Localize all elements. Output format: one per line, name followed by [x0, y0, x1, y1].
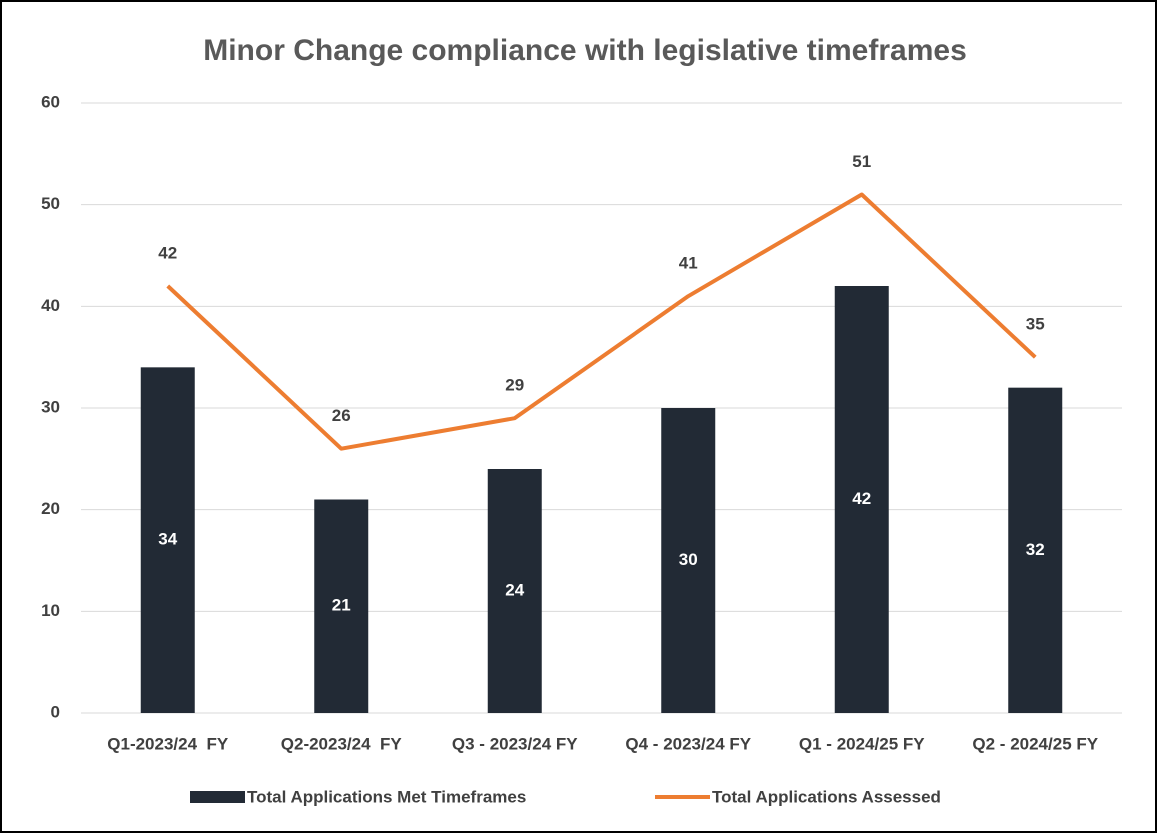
bar: [661, 408, 716, 713]
bar: [314, 499, 369, 713]
y-tick-label: 50: [41, 194, 60, 213]
x-tick-label: Q4 - 2023/24 FY: [625, 734, 751, 753]
y-tick-label: 10: [41, 601, 60, 620]
x-tick-label: Q2 - 2024/25 FY: [972, 734, 1098, 753]
chart-title: Minor Change compliance with legislative…: [203, 34, 967, 67]
x-tick-label: Q1-2023/24 FY: [107, 734, 229, 753]
x-tick-label: Q1 - 2024/25 FY: [799, 734, 925, 753]
data-label: 42: [158, 243, 177, 262]
legend-label: Total Applications Assessed: [712, 787, 941, 806]
y-tick-label: 20: [41, 499, 60, 518]
data-label: 42: [852, 489, 871, 508]
data-label: 29: [505, 376, 524, 395]
data-label: 51: [852, 152, 871, 171]
x-tick-label: Q3 - 2023/24 FY: [452, 734, 578, 753]
data-label: 24: [505, 580, 524, 599]
y-tick-label: 30: [41, 397, 60, 416]
y-tick-label: 60: [41, 92, 60, 111]
y-tick-label: 40: [41, 296, 60, 315]
legend-label: Total Applications Met Timeframes: [247, 787, 526, 806]
data-label: 26: [332, 406, 351, 425]
line: [166, 192, 1037, 451]
bar: [487, 469, 542, 713]
data-label: 35: [1026, 315, 1045, 334]
x-tick-label: Q2-2023/24 FY: [281, 734, 403, 753]
data-label: 30: [679, 550, 698, 569]
data-label: 34: [158, 530, 177, 549]
data-label: 32: [1026, 540, 1045, 559]
bar: [140, 367, 195, 713]
bar: [834, 286, 889, 713]
legend-swatch: [190, 791, 245, 803]
data-label: 21: [332, 596, 351, 615]
y-tick-label: 0: [51, 702, 60, 721]
bar: [1008, 387, 1063, 713]
data-label: 41: [679, 254, 698, 273]
